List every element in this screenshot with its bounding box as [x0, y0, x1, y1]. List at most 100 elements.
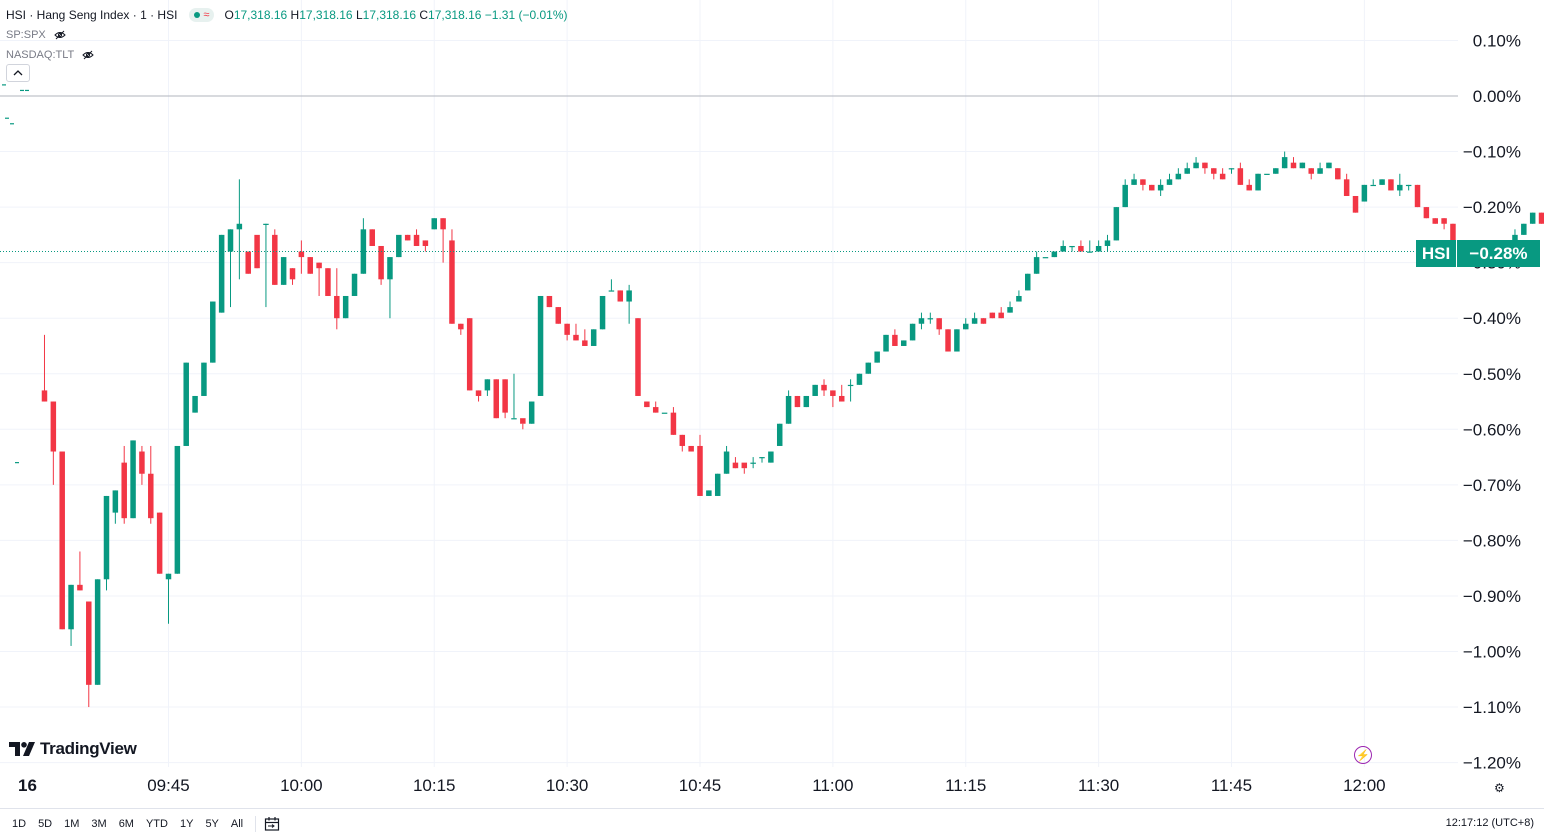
y-axis-tick-label: −1.20% [1463, 754, 1521, 773]
candle-up [165, 573, 172, 580]
calendar-icon[interactable] [264, 816, 280, 832]
candle-up [759, 457, 765, 459]
candle-up [280, 257, 287, 285]
close-value: 17,318.16 [428, 8, 482, 22]
candle-up [909, 323, 916, 341]
y-axis-tick-label: −1.10% [1463, 698, 1521, 717]
candle-down [520, 418, 526, 424]
candle-down [1414, 184, 1421, 208]
market-open-dot-icon [194, 12, 201, 18]
timeframe-5d-button[interactable]: 5D [38, 817, 53, 830]
candle-down [1211, 168, 1217, 174]
timeframe-1m-button[interactable]: 1M [64, 817, 80, 830]
timeframe-all-button[interactable]: All [230, 817, 244, 830]
candle-up [112, 490, 119, 513]
candle-down [1352, 195, 1359, 213]
candle-down [1219, 173, 1226, 180]
market-status-pill[interactable]: ≈ [189, 8, 215, 22]
candle-up [201, 362, 207, 396]
timeframe-6m-button[interactable]: 6M [118, 817, 134, 830]
price-chart[interactable]: 0.10%0.00%−0.10%−0.20%−0.30%−0.40%−0.50%… [0, 0, 1544, 808]
timeframe-1y-button[interactable]: 1Y [179, 817, 194, 830]
eye-icon[interactable] [54, 30, 66, 40]
legend-main-row[interactable]: HSI · Hang Seng Index · 1 · HSI ≈ O17,31… [6, 5, 568, 25]
candle-up [210, 301, 216, 363]
candle-down [325, 268, 331, 296]
x-axis-tick-label: 10:00 [280, 776, 323, 795]
candle-up [94, 579, 101, 685]
candle-down [121, 462, 127, 519]
candle-up [263, 223, 269, 225]
lightning-icon[interactable]: ⚡ [1354, 746, 1372, 764]
candle-down [564, 323, 570, 335]
candle-up [608, 290, 615, 292]
gear-icon[interactable]: ⚙ [1494, 781, 1505, 795]
low-label: L [355, 8, 363, 22]
candle-down [77, 584, 83, 591]
candle-up [803, 395, 810, 408]
candle-down [307, 257, 313, 274]
candle-down [86, 601, 92, 685]
candle-up [927, 318, 934, 320]
candle-down [493, 379, 500, 419]
candle-up [1051, 251, 1058, 258]
candle-up [1529, 212, 1536, 224]
candle-down [156, 512, 163, 574]
candle-down [582, 340, 588, 346]
x-axis-tick-label: 16 [18, 776, 37, 795]
candle-down [1335, 168, 1341, 180]
candle-down [989, 312, 996, 319]
eye-icon[interactable] [82, 50, 94, 60]
candle-down [998, 312, 1004, 319]
candle-up [883, 334, 889, 352]
candle-down [838, 395, 845, 402]
compare-symbol-spx[interactable]: SP:SPX [6, 29, 46, 41]
candle-down [41, 390, 48, 402]
legend-compare-row[interactable]: SP:SPX [6, 25, 568, 45]
candle-down [404, 234, 411, 241]
candle-up [1016, 295, 1022, 302]
candle-down [1246, 184, 1252, 191]
candle-down [466, 318, 473, 391]
candle-up [1122, 184, 1128, 208]
x-axis-tick-label: 11:15 [945, 776, 986, 795]
candle-down [1432, 218, 1438, 224]
candle-up [954, 329, 960, 352]
candle-up [342, 295, 349, 319]
clock-timezone[interactable]: 12:17:12 (UTC+8) [1445, 817, 1534, 829]
candle-down [1149, 184, 1155, 191]
candle-down [794, 395, 801, 408]
candle-down [741, 462, 748, 469]
timeframe-5y-button[interactable]: 5Y [205, 817, 219, 830]
candle-up [1193, 162, 1199, 169]
delayed-data-icon: ≈ [203, 9, 210, 21]
candle-down [272, 234, 278, 285]
candle-up [431, 218, 437, 230]
chevron-up-icon [13, 70, 23, 76]
compare-symbol-tlt[interactable]: NASDAQ:TLT [6, 49, 75, 61]
candle-up [1033, 257, 1040, 274]
bottom-toolbar: 1D 5D 1M 3M 6M YTD 1Y 5Y All 12:17:12 (U… [0, 808, 1544, 838]
legend-compare-row[interactable]: NASDAQ:TLT [6, 45, 568, 65]
y-axis-tick-label: −0.10% [1463, 143, 1521, 162]
candle-up [511, 418, 517, 420]
candle-down [555, 307, 562, 324]
timeframe-ytd-button[interactable]: YTD [145, 817, 168, 830]
candle-up [856, 373, 863, 385]
candle-up [192, 395, 198, 413]
legend-symbol-title[interactable]: HSI · Hang Seng Index · 1 · HSI [6, 8, 178, 22]
candle-up [351, 273, 358, 296]
x-axis-tick-label: 09:45 [147, 776, 190, 795]
candle-down [50, 401, 57, 452]
collapse-legend-button[interactable] [6, 64, 30, 82]
candle-up [1025, 273, 1031, 291]
tradingview-logo[interactable]: TradingView [9, 739, 137, 759]
candle-up [590, 329, 597, 346]
x-axis-tick-label: 11:45 [1211, 776, 1252, 795]
high-value: 17,318.16 [299, 8, 353, 22]
timeframe-1d-button[interactable]: 1D [12, 817, 27, 830]
candle-up [1104, 240, 1111, 246]
y-axis-tick-label: −0.40% [1463, 309, 1521, 328]
timeframe-3m-button[interactable]: 3M [91, 817, 107, 830]
candle-down [679, 434, 686, 446]
